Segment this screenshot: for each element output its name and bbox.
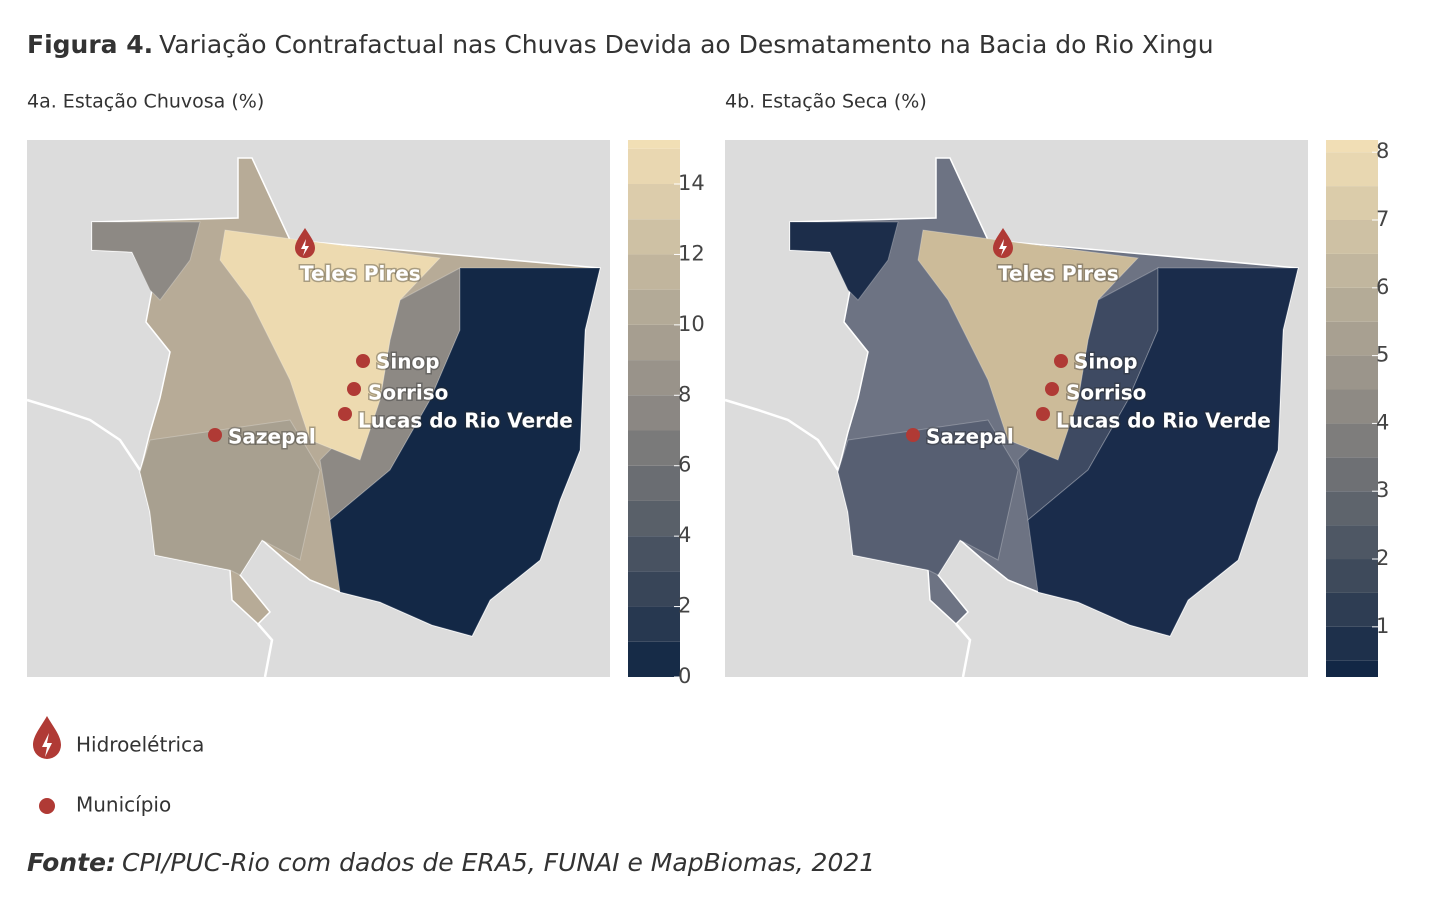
colorbar-band xyxy=(1326,525,1378,560)
country-border xyxy=(26,398,142,471)
colorbar-band xyxy=(628,395,680,431)
colorbar-tick-label: 6 xyxy=(678,453,691,477)
region xyxy=(219,229,442,461)
colorbar-tick-label: 4 xyxy=(678,523,691,547)
country-border xyxy=(257,623,274,678)
municipality-label: Lucas do Rio Verde xyxy=(358,409,573,433)
colorbar-band xyxy=(628,641,680,677)
colorbar-band xyxy=(628,571,680,607)
colorbar-tick-label: 6 xyxy=(1376,275,1389,299)
panel-subtitle: 4a. Estação Chuvosa (%) xyxy=(27,91,264,113)
colorbar-band xyxy=(1326,491,1378,526)
municipality-marker xyxy=(906,428,920,442)
colorbar-band xyxy=(1326,626,1378,661)
municipality-marker xyxy=(1054,354,1068,368)
colorbar-band xyxy=(1326,186,1378,221)
municipality-label: Lucas do Rio Verde xyxy=(1056,409,1271,433)
legend: Hidroelétrica Município xyxy=(33,716,204,817)
colorbar-tick-label: 3 xyxy=(1376,478,1389,502)
colorbar-band xyxy=(628,140,680,149)
figure-label: Figura 4. xyxy=(27,30,153,59)
colorbar-band xyxy=(628,148,680,185)
colorbar-band xyxy=(1326,355,1378,390)
source-label: Fonte: xyxy=(27,848,116,877)
source: Fonte: CPI/PUC-Rio com dados de ERA5, FUN… xyxy=(27,848,875,877)
municipality-marker xyxy=(356,354,370,368)
colorbar-tick-label: 7 xyxy=(1376,207,1389,231)
colorbar-band xyxy=(1326,321,1378,356)
colorbar-tick-label: 0 xyxy=(678,664,691,688)
colorbar-band xyxy=(628,606,680,642)
country-border xyxy=(955,623,972,678)
municipality-label: Sazepal xyxy=(228,425,316,449)
colorbar-band xyxy=(1326,287,1378,322)
colorbar-band xyxy=(1326,423,1378,458)
country-border xyxy=(724,398,840,471)
municipality-marker xyxy=(338,407,352,421)
hydro-label: Teles Pires xyxy=(998,262,1119,286)
colorbar-tick-label: 5 xyxy=(1376,343,1389,367)
figure-title-text: Variação Contrafactual nas Chuvas Devida… xyxy=(159,30,1213,59)
colorbar-tick-label: 12 xyxy=(678,241,705,265)
region xyxy=(329,267,601,637)
panel: 4b. Estação Seca (%) Teles Pires Sinop Sorr… xyxy=(724,91,1389,678)
region xyxy=(837,419,1019,576)
hydro-bolt xyxy=(301,239,309,256)
colorbar-band xyxy=(628,254,680,290)
colorbar-tick-label: 8 xyxy=(678,382,691,406)
colorbar-band xyxy=(628,500,680,537)
colorbar-band xyxy=(628,289,680,325)
region xyxy=(1027,267,1299,637)
colorbar-band xyxy=(1326,592,1378,627)
municipality-label: Sorriso xyxy=(368,381,448,405)
colorbar-band xyxy=(628,465,680,501)
hydro-bolt xyxy=(999,239,1007,256)
colorbar-tick-label: 2 xyxy=(678,594,691,618)
colorbar-tick-label: 4 xyxy=(1376,410,1389,434)
colorbar-band xyxy=(628,219,680,255)
colorbar-band xyxy=(1326,152,1378,187)
colorbar-tick-label: 10 xyxy=(678,312,705,336)
colorbar-band xyxy=(628,324,680,361)
municipality-marker xyxy=(208,428,222,442)
legend-label: Município xyxy=(76,793,171,817)
municipality-icon xyxy=(39,798,55,814)
colorbar-band xyxy=(1326,559,1378,593)
colorbar-band xyxy=(1326,389,1378,424)
municipality-marker xyxy=(1036,407,1050,421)
municipality-label: Sinop xyxy=(1074,350,1138,374)
panel: 4a. Estação Chuvosa (%) Teles Pires Sinop S… xyxy=(26,91,705,688)
colorbar-band xyxy=(628,184,680,220)
colorbar-band xyxy=(628,430,680,466)
panels: 4a. Estação Chuvosa (%) Teles Pires Sinop S… xyxy=(26,91,1389,688)
municipality-label: Sinop xyxy=(376,350,440,374)
colorbar-band xyxy=(628,360,680,396)
colorbar-band xyxy=(1326,253,1378,288)
region xyxy=(917,229,1140,461)
region xyxy=(139,419,321,576)
figure-title: Figura 4. Variação Contrafactual nas Chuv… xyxy=(27,30,1214,59)
hydro-label: Teles Pires xyxy=(300,262,421,286)
region xyxy=(789,221,899,301)
municipality-label: Sazepal xyxy=(926,425,1014,449)
colorbar-band xyxy=(1326,220,1378,254)
source-text: CPI/PUC-Rio com dados de ERA5, FUNAI e M… xyxy=(122,848,875,877)
municipality-label: Sorriso xyxy=(1066,381,1146,405)
colorbar-tick-label: 2 xyxy=(1376,546,1389,570)
colorbar-band xyxy=(1326,660,1378,677)
colorbar-band xyxy=(1326,140,1378,153)
panel-subtitle: 4b. Estação Seca (%) xyxy=(725,91,927,113)
colorbar-band xyxy=(628,536,680,572)
colorbar-tick-label: 8 xyxy=(1376,139,1389,163)
municipality-marker xyxy=(347,382,361,396)
legend-label: Hidroelétrica xyxy=(76,733,204,757)
municipality-marker xyxy=(1045,382,1059,396)
hydro-bolt xyxy=(42,733,52,757)
colorbar-tick-label: 14 xyxy=(678,171,705,195)
colorbar-tick-label: 1 xyxy=(1376,614,1389,638)
colorbar-band xyxy=(1326,457,1378,492)
region xyxy=(91,221,201,301)
